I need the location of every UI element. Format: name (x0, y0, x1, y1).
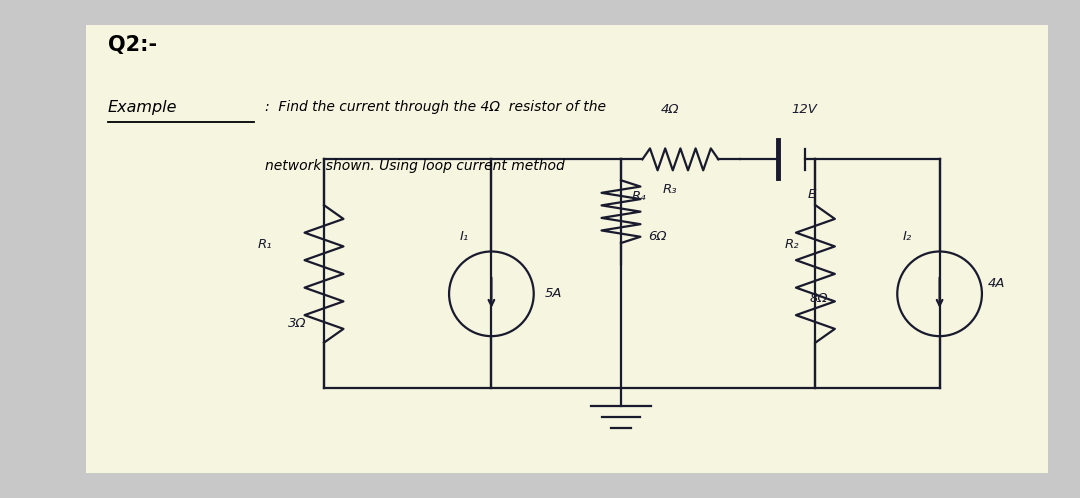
Text: 4Ω: 4Ω (660, 103, 679, 116)
Text: R₄: R₄ (632, 190, 647, 203)
Text: 5A: 5A (544, 287, 562, 300)
Text: network shown. Using loop current method: network shown. Using loop current method (265, 159, 565, 173)
Text: Example: Example (108, 100, 177, 115)
Text: :  Find the current through the 4Ω  resistor of the: : Find the current through the 4Ω resist… (265, 100, 606, 114)
FancyBboxPatch shape (86, 25, 1048, 473)
Text: R₃: R₃ (662, 183, 677, 196)
Text: 6Ω: 6Ω (648, 230, 666, 243)
Text: E: E (808, 188, 816, 201)
Text: Q2:-: Q2:- (108, 35, 157, 55)
Text: R₁: R₁ (257, 238, 272, 250)
Text: 4A: 4A (987, 277, 1004, 290)
Text: 3Ω: 3Ω (287, 317, 307, 330)
Text: 8Ω: 8Ω (810, 292, 828, 305)
Text: I₁: I₁ (460, 230, 469, 243)
Text: R₂: R₂ (784, 238, 799, 250)
Text: I₂: I₂ (903, 230, 912, 243)
Text: 12V: 12V (792, 103, 818, 116)
